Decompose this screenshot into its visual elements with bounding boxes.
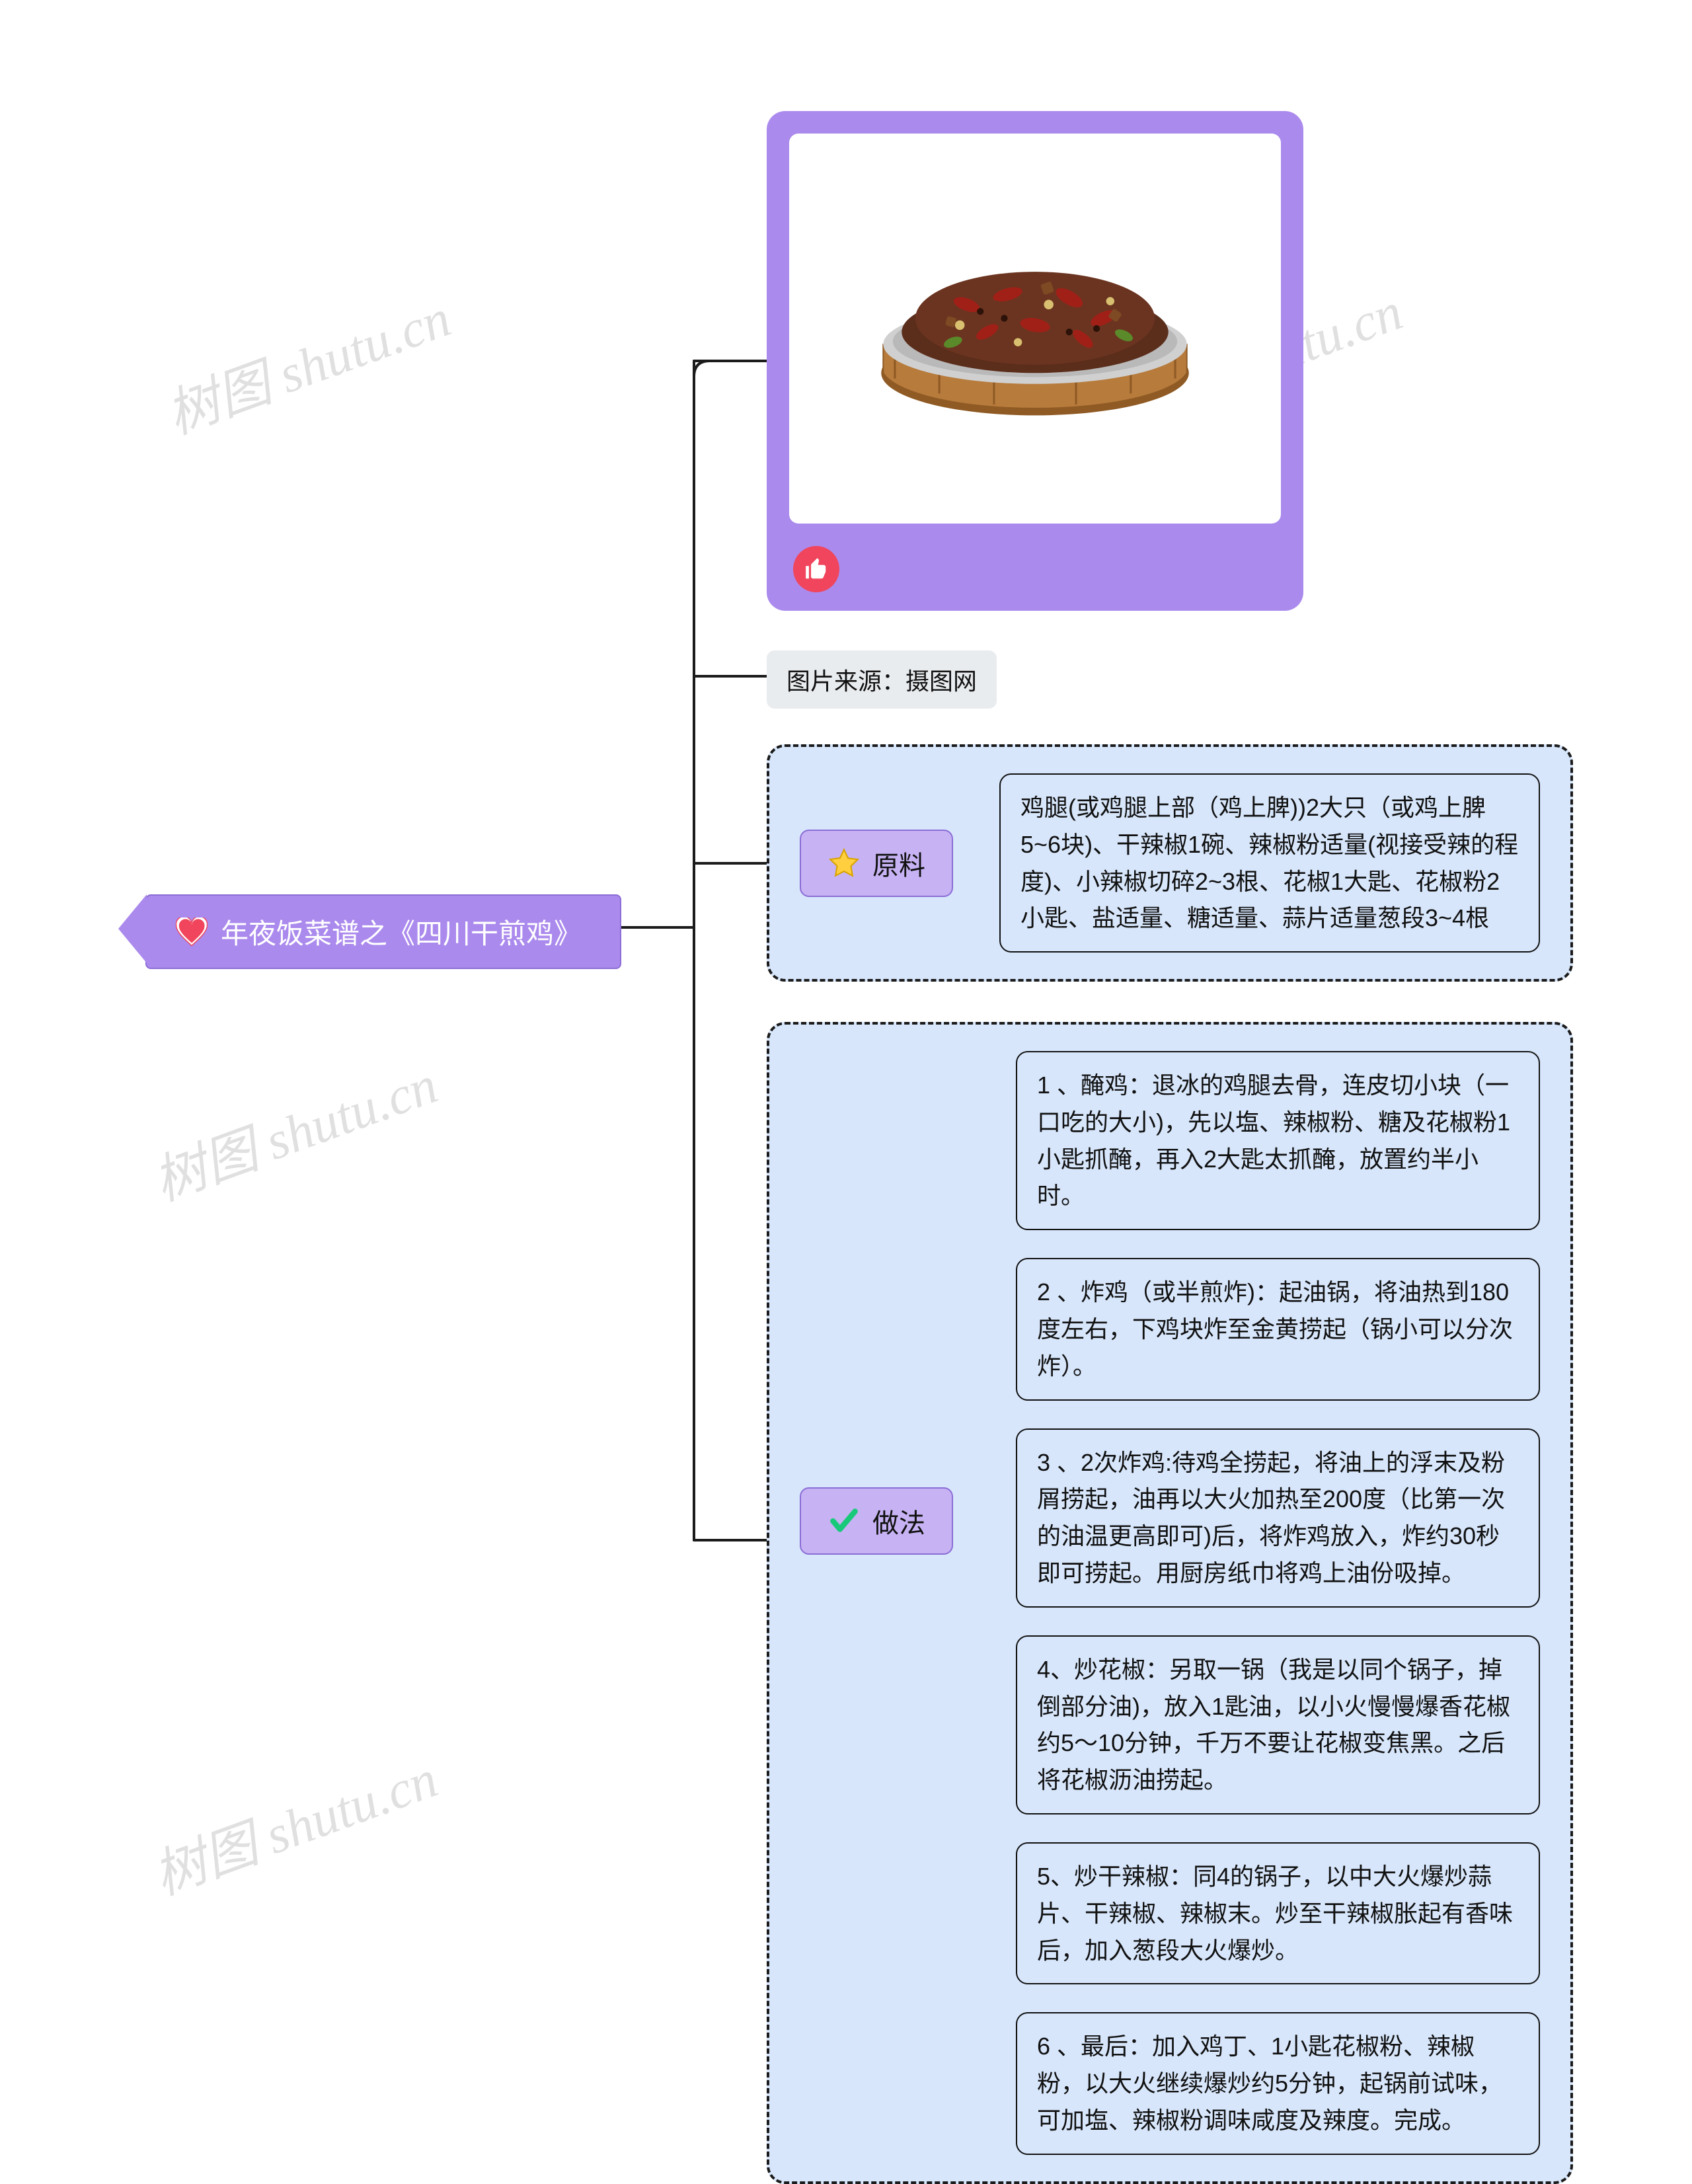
step-leaf-5: 5、炒干辣椒：同4的锅子，以中大火爆炒蒜片、干辣椒、辣椒末。炒至干辣椒胀起有香味…	[1016, 1842, 1540, 1984]
thumbs-up-icon	[793, 546, 839, 592]
step-leaf-4: 4、炒花椒：另取一锅（我是以同个锅子，掉倒部分油)，放入1匙油，以小火慢慢爆香花…	[1016, 1635, 1540, 1814]
check-icon	[827, 1504, 861, 1538]
step-leaf-1: 1 、醃鸡：退冰的鸡腿去骨，连皮切小块（一口吃的大小)，先以塩、辣椒粉、糖及花椒…	[1016, 1051, 1540, 1230]
ingredients-text: 鸡腿(或鸡腿上部（鸡上脾))2大只（或鸡上脾5~6块)、干辣椒1碗、辣椒粉适量(…	[1020, 794, 1518, 931]
dish-illustration	[863, 229, 1207, 428]
group-steps: 做法 1 、醃鸡：退冰的鸡腿去骨，连皮切小块（一口吃的大小)，先以塩、辣椒粉、糖…	[767, 1022, 1573, 2184]
group-steps-label-text: 做法	[872, 1502, 925, 1540]
image-source-chip: 图片来源：摄图网	[767, 650, 997, 709]
group-ingredients-label-text: 原料	[872, 844, 925, 882]
diagram-canvas: 树图 shutu.cn 树图 shutu.cn 树图 shutu.cn 树图 s…	[0, 0, 1692, 2158]
root-arrow-decoration	[118, 894, 147, 963]
step-text-4: 4、炒花椒：另取一锅（我是以同个锅子，掉倒部分油)，放入1匙油，以小火慢慢爆香花…	[1037, 1656, 1510, 1793]
step-text-2: 2 、炸鸡（或半煎炸)：起油锅，将油热到180度左右，下鸡块炸至金黄捞起（锅小可…	[1037, 1278, 1513, 1380]
step-text-5: 5、炒干辣椒：同4的锅子，以中大火爆炒蒜片、干辣椒、辣椒末。炒至干辣椒胀起有香味…	[1037, 1863, 1513, 1964]
step-text-1: 1 、醃鸡：退冰的鸡腿去骨，连皮切小块（一口吃的大小)，先以塩、辣椒粉、糖及花椒…	[1037, 1072, 1510, 1209]
root-node: 年夜饭菜谱之《四川干煎鸡》	[145, 894, 621, 969]
group-ingredients: 原料 鸡腿(或鸡腿上部（鸡上脾))2大只（或鸡上脾5~6块)、干辣椒1碗、辣椒粉…	[767, 744, 1573, 982]
heart-icon	[176, 917, 208, 947]
watermark-5: 树图 shutu.cn	[141, 1736, 446, 1910]
image-source-text: 图片来源：摄图网	[787, 668, 977, 695]
step-text-3: 3 、2次炸鸡:待鸡全捞起，将油上的浮末及粉屑捞起，油再以大火加热至200度（比…	[1037, 1449, 1505, 1586]
step-text-6: 6 、最后：加入鸡丁、1小匙花椒粉、辣椒粉，以大火继续爆炒约5分钟，起锅前试味，…	[1037, 2033, 1502, 2134]
watermark-1: 树图 shutu.cn	[155, 276, 459, 449]
group-steps-label: 做法	[800, 1487, 953, 1555]
watermark-2: 树图 shutu.cn	[141, 1042, 446, 1216]
ingredients-leaf: 鸡腿(或鸡腿上部（鸡上脾))2大只（或鸡上脾5~6块)、干辣椒1碗、辣椒粉适量(…	[999, 773, 1540, 953]
image-card	[767, 111, 1303, 611]
image-inner	[789, 134, 1281, 524]
root-label: 年夜饭菜谱之《四川干煎鸡》	[221, 912, 582, 952]
step-leaf-3: 3 、2次炸鸡:待鸡全捞起，将油上的浮末及粉屑捞起，油再以大火加热至200度（比…	[1016, 1428, 1540, 1608]
step-leaf-2: 2 、炸鸡（或半煎炸)：起油锅，将油热到180度左右，下鸡块炸至金黄捞起（锅小可…	[1016, 1258, 1540, 1400]
group-ingredients-label: 原料	[800, 830, 953, 897]
star-icon	[827, 847, 861, 880]
step-leaf-6: 6 、最后：加入鸡丁、1小匙花椒粉、辣椒粉，以大火继续爆炒约5分钟，起锅前试味，…	[1016, 2012, 1540, 2154]
steps-column: 1 、醃鸡：退冰的鸡腿去骨，连皮切小块（一口吃的大小)，先以塩、辣椒粉、糖及花椒…	[1016, 1051, 1540, 2155]
